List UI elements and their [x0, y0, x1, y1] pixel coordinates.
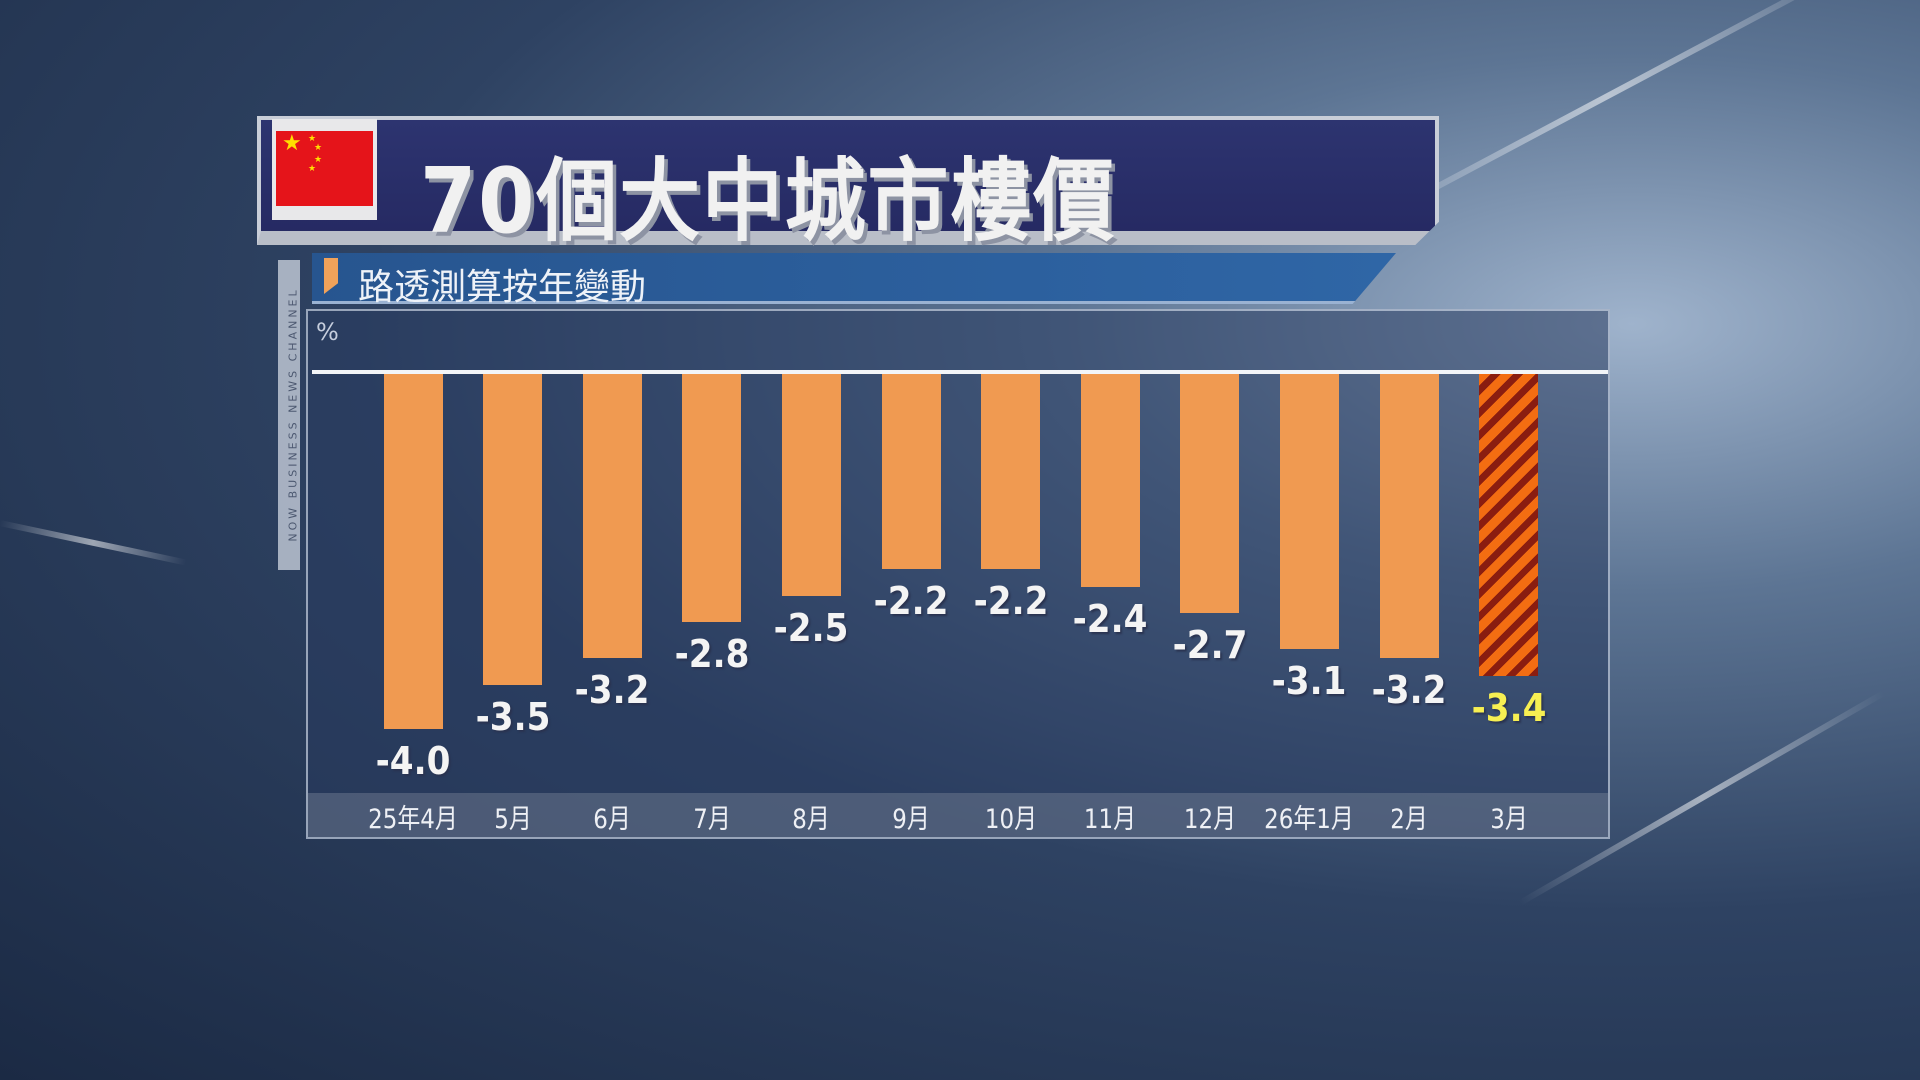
data-label: -2.5	[773, 605, 849, 650]
bar-5	[881, 373, 941, 569]
x-tick-label: 12月	[1183, 804, 1236, 835]
bar-0	[383, 373, 443, 729]
x-tick-label: 3月	[1489, 804, 1528, 835]
zero-baseline	[312, 370, 1608, 374]
data-label: -2.8	[674, 632, 750, 677]
subtitle-bar	[312, 253, 1396, 304]
bg-streak	[0, 520, 187, 566]
data-label: -3.2	[1371, 667, 1447, 712]
china-flag-icon: ★ ★ ★ ★ ★	[272, 119, 377, 220]
x-tick-label: 25年4月	[368, 804, 458, 835]
data-label: -4.0	[375, 739, 451, 783]
data-label: -2.2	[973, 578, 1048, 623]
x-tick-label: 5月	[493, 804, 532, 835]
data-label: -2.7	[1172, 623, 1248, 668]
x-tick-label: 7月	[693, 804, 731, 835]
x-tick-label: 9月	[892, 804, 930, 835]
page-title: 70個大中城市樓價	[420, 149, 1116, 254]
bar-11	[1479, 373, 1539, 676]
data-label: -3.1	[1271, 658, 1347, 703]
bar-6	[981, 373, 1041, 569]
bar-3	[682, 373, 742, 623]
y-axis-unit: %	[316, 318, 339, 346]
chart-subtitle: 路透測算按年變動	[358, 267, 647, 308]
bar-9	[1279, 373, 1339, 649]
data-label: -2.2	[873, 578, 949, 623]
x-tick-label: 2月	[1390, 804, 1428, 835]
category-strip	[308, 793, 1608, 837]
title-bar	[257, 116, 1439, 245]
subtitle-marker-icon	[324, 258, 338, 294]
bar-1	[483, 373, 543, 685]
bar-2	[582, 373, 642, 658]
bar-8	[1180, 373, 1240, 614]
x-tick-label: 26年1月	[1264, 804, 1355, 835]
data-label: -3.5	[475, 694, 550, 739]
x-tick-label: 10月	[984, 804, 1037, 835]
bar-10	[1379, 373, 1439, 658]
data-label: -3.2	[574, 667, 650, 712]
bar-4	[781, 373, 841, 596]
data-label: -3.4	[1471, 685, 1546, 730]
x-tick-label: 11月	[1084, 804, 1137, 835]
x-tick-label: 8月	[792, 804, 831, 835]
data-label: -2.4	[1072, 596, 1148, 641]
channel-watermark: NOW BUSINESS NEWS CHANNEL	[278, 260, 300, 570]
x-tick-label: 6月	[593, 804, 631, 835]
bar-7	[1080, 373, 1140, 587]
